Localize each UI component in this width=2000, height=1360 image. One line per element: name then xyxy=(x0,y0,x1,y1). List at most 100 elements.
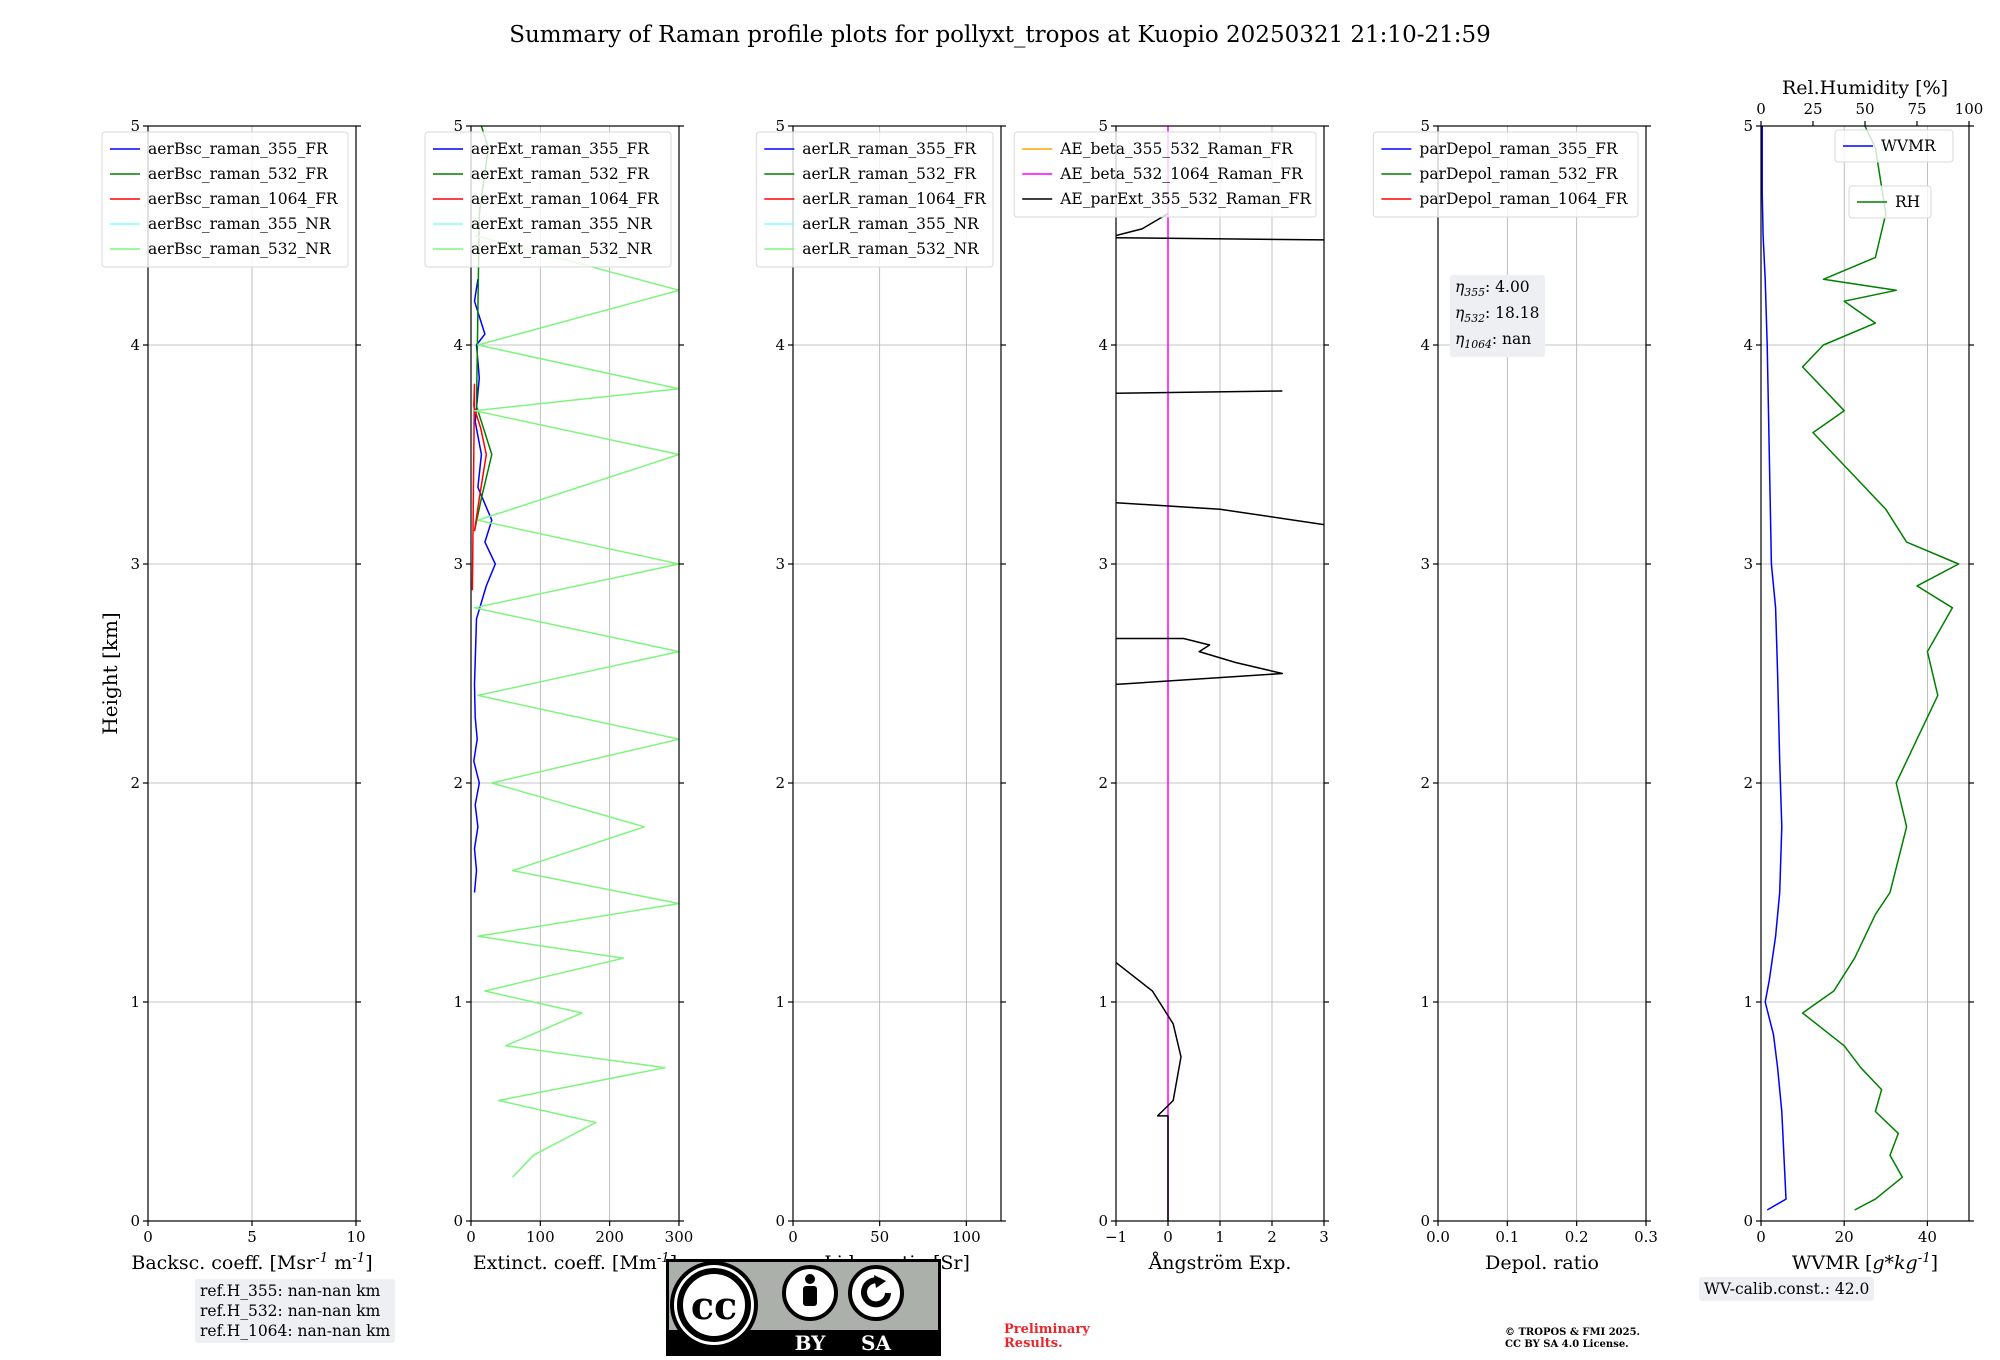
legend-box xyxy=(101,131,349,268)
series-group xyxy=(471,126,679,1178)
y-tick-label: 4 xyxy=(453,336,463,354)
y-tick-label: 2 xyxy=(130,774,140,792)
x-tick-label: 2 xyxy=(1267,1228,1277,1246)
by-icon-head xyxy=(805,1274,815,1284)
legend-label-aerExt_raman_532_FR: aerExt_raman_532_FR xyxy=(471,165,650,183)
y-tick-label: 3 xyxy=(775,555,785,573)
top-x-tick-label: 25 xyxy=(1803,100,1822,118)
eta-355: η355: 4.00 xyxy=(1455,278,1530,300)
sa-icon xyxy=(848,1265,904,1321)
top-x-tick-label: 0 xyxy=(1756,100,1766,118)
legend-label-parDepol_raman_532_FR: parDepol_raman_532_FR xyxy=(1419,165,1619,183)
x-tick-label: 40 xyxy=(1918,1228,1937,1246)
wv-calib-box: WV-calib.const.: 42.0 xyxy=(1699,1277,1875,1301)
wv-calib-text: WV-calib.const.: 42.0 xyxy=(1704,1280,1870,1298)
x-tick-label: 0 xyxy=(1756,1228,1766,1246)
x-tick-label: 0 xyxy=(1163,1228,1173,1246)
series-line-aerExt_raman_1064_FR xyxy=(471,383,488,591)
y-tick-label: 1 xyxy=(1420,993,1430,1011)
legend-label-aerExt_raman_1064_FR: aerExt_raman_1064_FR xyxy=(471,190,660,208)
x-tick-label: 0.2 xyxy=(1565,1228,1589,1246)
x-axis-label-wv: WVMR [g*kg-1] xyxy=(1792,1251,1938,1275)
x-axis-label-bsc: Backsc. coeff. [Msr-1 m-1] xyxy=(131,1251,372,1275)
x-tick-label: 0.1 xyxy=(1495,1228,1519,1246)
by-label: BY xyxy=(795,1331,827,1355)
legend-box xyxy=(1013,131,1317,218)
legend-box xyxy=(755,131,994,268)
series-group xyxy=(1761,126,1960,1211)
y-tick-label: 4 xyxy=(775,336,785,354)
series-line-AE_parExt_355_532_Raman_FR xyxy=(1116,236,1324,241)
preliminary-note: Preliminary Results. xyxy=(1004,1323,1090,1351)
y-tick-label: 3 xyxy=(1098,555,1108,573)
y-tick-label: 5 xyxy=(1743,117,1753,135)
reference-height-box: ref.H_355: nan-nan km ref.H_532: nan-nan… xyxy=(195,1279,396,1343)
eta-1064: η1064: nan xyxy=(1455,330,1532,352)
series-line-AE_parExt_355_532_Raman_FR xyxy=(1116,501,1324,526)
x-tick-label: 200 xyxy=(595,1228,624,1246)
by-icon-body xyxy=(803,1286,817,1306)
x-axis-label-ae: Ångström Exp. xyxy=(1148,1252,1292,1274)
cc-circle-inner xyxy=(677,1268,751,1342)
y-tick-label: 1 xyxy=(453,993,463,1011)
y-tick-label: 2 xyxy=(775,774,785,792)
series-line-AE_parExt_355_532_Raman_FR xyxy=(1116,637,1284,686)
x-tick-label: 1 xyxy=(1215,1228,1225,1246)
y-tick-label: 0 xyxy=(130,1212,140,1230)
legend-label-AE_beta_532_1064_Raman_FR: AE_beta_532_1064_Raman_FR xyxy=(1059,165,1304,183)
refh-532: ref.H_532: nan-nan km xyxy=(200,1302,381,1320)
y-tick-label: 0 xyxy=(1743,1212,1753,1230)
x-tick-label: 100 xyxy=(526,1228,555,1246)
eta-box: η355: 4.00 η532: 18.18 η1064: nan xyxy=(1450,275,1545,358)
legend-label-AE_beta_355_532_Raman_FR: AE_beta_355_532_Raman_FR xyxy=(1059,140,1294,158)
sa-label: SA xyxy=(861,1331,891,1355)
y-tick-label: 2 xyxy=(1098,774,1108,792)
y-tick-label: 0 xyxy=(1098,1212,1108,1230)
y-tick-label: 0 xyxy=(1420,1212,1430,1230)
legend-label-aerLR_raman_532_FR: aerLR_raman_532_FR xyxy=(802,165,977,183)
legend-label-aerBsc_raman_355_FR: aerBsc_raman_355_FR xyxy=(148,140,329,158)
legend-label-AE_parExt_355_532_Raman_FR: AE_parExt_355_532_Raman_FR xyxy=(1059,190,1312,208)
legend-label-parDepol_raman_1064_FR: parDepol_raman_1064_FR xyxy=(1419,190,1628,208)
x-tick-label: 100 xyxy=(952,1228,981,1246)
sa-icon-arrowhead xyxy=(874,1275,886,1288)
x-tick-label: 0 xyxy=(466,1228,476,1246)
y-tick-label: 3 xyxy=(1743,555,1753,573)
x-tick-label: 0.0 xyxy=(1426,1228,1450,1246)
y-tick-label: 4 xyxy=(130,336,140,354)
y-axis-label: Height [km] xyxy=(98,612,122,734)
y-tick-label: 0 xyxy=(453,1212,463,1230)
series-line-WVMR xyxy=(1761,126,1787,1211)
legend-label-aerBsc_raman_355_NR: aerBsc_raman_355_NR xyxy=(148,215,332,233)
series-line-RH xyxy=(1801,126,1960,1211)
y-tick-label: 5 xyxy=(453,117,463,135)
y-tick-label: 4 xyxy=(1098,336,1108,354)
axes-frame xyxy=(1437,125,1647,1222)
legend-label-aerBsc_raman_532_FR: aerBsc_raman_532_FR xyxy=(148,165,329,183)
legend-box xyxy=(424,131,672,268)
refh-1064: ref.H_1064: nan-nan km xyxy=(200,1322,391,1340)
legend-label-parDepol_raman_355_FR: parDepol_raman_355_FR xyxy=(1419,140,1619,158)
legend-label-aerLR_raman_355_FR: aerLR_raman_355_FR xyxy=(802,140,977,158)
y-tick-label: 1 xyxy=(1743,993,1753,1011)
x-tick-label: 20 xyxy=(1835,1228,1854,1246)
legend-box xyxy=(1372,131,1639,218)
panel-depol: 0 1 2 3 4 5 0.0 0.1 0.2 0.3 parDepol_raman_355_FRp… xyxy=(1372,117,1658,1246)
copyright-note: © TROPOS & FMI 2025. CC BY SA 4.0 Licens… xyxy=(1505,1327,1640,1351)
y-tick-label: 5 xyxy=(130,117,140,135)
refh-355: ref.H_355: nan-nan km xyxy=(200,1282,381,1300)
legend-box xyxy=(1834,129,1954,163)
x-tick-label: 5 xyxy=(247,1228,257,1246)
top-x-tick-label: 50 xyxy=(1855,100,1874,118)
legend-label-aerBsc_raman_1064_FR: aerBsc_raman_1064_FR xyxy=(148,190,339,208)
y-tick-label: 3 xyxy=(453,555,463,573)
legend-box xyxy=(1848,185,1932,219)
series-line-aerExt_raman_532_NR xyxy=(473,234,679,1178)
legend-label-aerLR_raman_355_NR: aerLR_raman_355_NR xyxy=(802,215,980,233)
legend-label-aerExt_raman_355_FR: aerExt_raman_355_FR xyxy=(471,140,650,158)
x-tick-label: 0 xyxy=(143,1228,153,1246)
